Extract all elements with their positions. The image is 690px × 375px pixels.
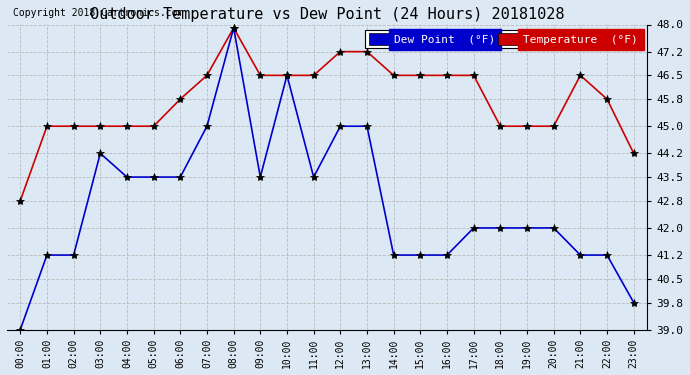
Legend: Dew Point  (°F), Temperature  (°F): Dew Point (°F), Temperature (°F)	[366, 30, 642, 48]
Title: Outdoor Temperature vs Dew Point (24 Hours) 20181028: Outdoor Temperature vs Dew Point (24 Hou…	[90, 7, 564, 22]
Text: Copyright 2018 Cartronics.com: Copyright 2018 Cartronics.com	[13, 8, 184, 18]
